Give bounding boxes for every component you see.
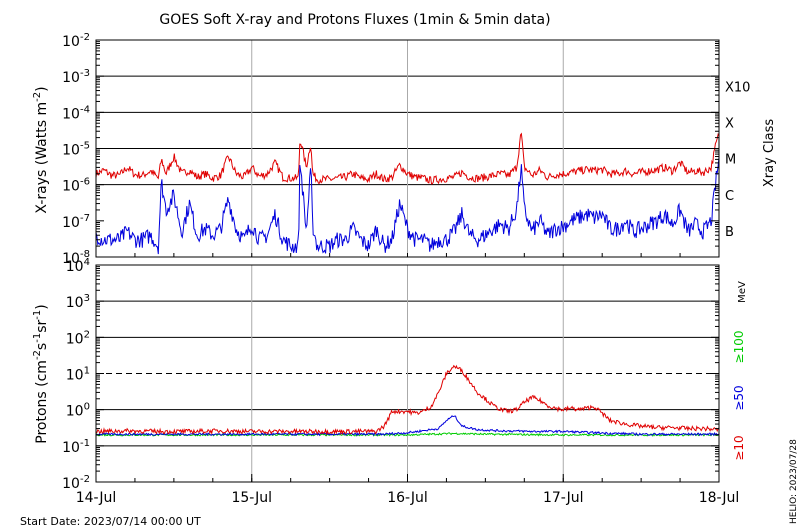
xray-tick-label: 10-5: [62, 141, 90, 159]
xray-class-label: X10: [725, 80, 750, 95]
x-tick-label: 18-Jul: [699, 490, 740, 506]
proton-tick-label: 103: [66, 293, 90, 311]
proton-tick-label: 101: [66, 366, 90, 384]
xray-tick-label: 10-7: [62, 213, 90, 231]
xray-class-label: X: [725, 116, 734, 131]
xray-tick-label: 10-2: [62, 32, 90, 50]
proton-tick-label: 102: [66, 329, 90, 347]
proton-tick-label: 104: [66, 257, 90, 275]
proton-series-50mev: [95, 415, 720, 437]
xray-tick-label: 10-4: [62, 104, 90, 122]
xray-class-label: M: [725, 153, 736, 168]
x-tick-label: 17-Jul: [543, 490, 584, 506]
start-date-label: Start Date: 2023/07/14 00:00 UT: [20, 515, 201, 528]
x-axis: 14-Jul 15-Jul 16-Jul 17-Jul 18-Jul: [76, 253, 740, 506]
proton-energy-label: MeV: [737, 281, 748, 303]
proton-tick-label: 100: [66, 402, 90, 420]
xray-tick-label: 10-3: [62, 68, 90, 86]
xray-series-long: [95, 132, 720, 185]
xray-tick-label: 10-8: [62, 249, 90, 267]
helio-stamp: HELIO: 2023/07/28: [789, 439, 799, 524]
xray-class-label: B: [725, 225, 734, 240]
x-tick-label: 15-Jul: [231, 490, 272, 506]
proton-energy-label: ≥50: [732, 385, 746, 410]
x-tick-label: 14-Jul: [76, 490, 117, 506]
xray-panel: 10-8 10-7 10-6 10-5 10-4 10-3 10-2 B C M X X10 Xray …: [32, 32, 777, 267]
chart-title: GOES Soft X-ray and Protons Fluxes (1min…: [159, 12, 550, 28]
proton-ylabel: Protons (cm-2s-1sr-1): [32, 304, 50, 443]
xray-class-label: C: [725, 189, 734, 204]
proton-tick-label: 10-2: [62, 474, 90, 492]
xray-tick-label: 10-6: [62, 177, 90, 195]
proton-series-10mev: [95, 364, 720, 436]
proton-energy-label: ≥10: [732, 435, 746, 460]
xray-series-short: [95, 156, 720, 255]
xray-ylabel: X-rays (Watts m-2): [32, 86, 50, 213]
proton-tick-label: 10-1: [62, 438, 90, 456]
xray-class-axis-label: Xray Class: [762, 119, 777, 187]
x-tick-label: 16-Jul: [387, 490, 428, 506]
proton-energy-label: ≥100: [732, 331, 746, 364]
proton-panel: 10-2 10-1 100 101 102 103 104 MeV ≥100 ≥50 ≥10 Prot…: [32, 257, 748, 492]
